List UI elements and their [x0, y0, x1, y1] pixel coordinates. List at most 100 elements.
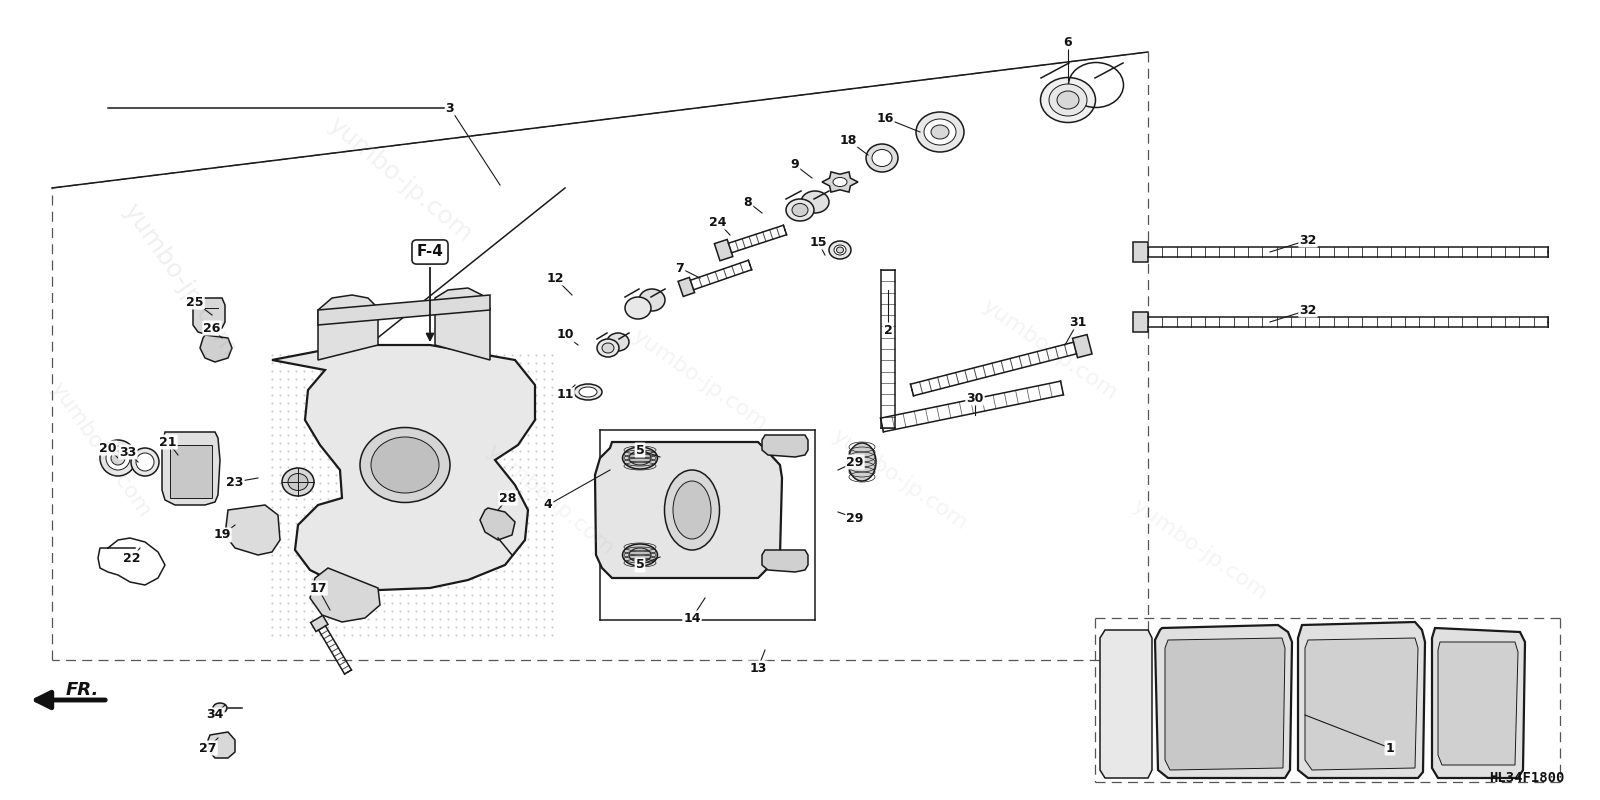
Polygon shape	[318, 295, 490, 325]
Text: 19: 19	[213, 529, 230, 542]
Text: yumbo-jp.com: yumbo-jp.com	[482, 441, 618, 559]
Text: 30: 30	[966, 391, 984, 405]
Text: 5: 5	[635, 443, 645, 457]
Polygon shape	[162, 432, 221, 505]
Text: 8: 8	[744, 195, 752, 209]
Ellipse shape	[664, 470, 720, 550]
Polygon shape	[310, 615, 328, 631]
Text: 27: 27	[200, 742, 216, 754]
Text: yumbo-jp.com: yumbo-jp.com	[629, 326, 771, 434]
Polygon shape	[1133, 312, 1149, 332]
Ellipse shape	[829, 241, 851, 259]
Ellipse shape	[597, 339, 619, 357]
Text: 29: 29	[846, 455, 864, 469]
Text: 28: 28	[499, 491, 517, 505]
Ellipse shape	[915, 112, 963, 152]
Polygon shape	[272, 345, 534, 590]
Ellipse shape	[574, 384, 602, 400]
Text: yumbo-jp.com: yumbo-jp.com	[1128, 496, 1272, 604]
Ellipse shape	[837, 247, 843, 253]
Text: HL34F1800: HL34F1800	[1490, 771, 1565, 785]
Ellipse shape	[802, 191, 829, 213]
Polygon shape	[194, 298, 226, 335]
Ellipse shape	[1050, 84, 1086, 116]
Ellipse shape	[866, 144, 898, 172]
Polygon shape	[1155, 625, 1293, 778]
Ellipse shape	[792, 203, 808, 217]
Text: 18: 18	[840, 134, 856, 146]
Text: 23: 23	[226, 475, 243, 489]
Polygon shape	[1306, 638, 1418, 770]
Text: 6: 6	[1064, 35, 1072, 49]
Polygon shape	[678, 278, 694, 297]
Text: 4: 4	[544, 498, 552, 511]
Text: 12: 12	[546, 271, 563, 285]
Text: 32: 32	[1299, 234, 1317, 246]
Ellipse shape	[834, 245, 846, 255]
Text: 13: 13	[749, 662, 766, 674]
Text: 25: 25	[186, 295, 203, 309]
Text: 5: 5	[635, 558, 645, 571]
Polygon shape	[762, 435, 808, 457]
Text: 17: 17	[309, 582, 326, 594]
Text: 31: 31	[1069, 315, 1086, 329]
Ellipse shape	[848, 443, 877, 481]
Text: 16: 16	[877, 111, 894, 125]
Text: 33: 33	[120, 446, 136, 458]
Polygon shape	[200, 335, 232, 362]
Text: yumbo-jp.com: yumbo-jp.com	[829, 426, 971, 534]
Ellipse shape	[579, 387, 597, 397]
Polygon shape	[595, 442, 782, 578]
Text: yumbo-jp.com: yumbo-jp.com	[46, 378, 154, 522]
Polygon shape	[822, 172, 858, 192]
Text: yumbo-jp.com: yumbo-jp.com	[118, 199, 242, 361]
Text: 22: 22	[123, 551, 141, 565]
Ellipse shape	[872, 150, 893, 166]
Polygon shape	[1432, 628, 1525, 778]
Text: 2: 2	[883, 323, 893, 337]
Text: 14: 14	[683, 611, 701, 625]
Text: 7: 7	[675, 262, 685, 274]
Ellipse shape	[622, 544, 658, 566]
Text: 20: 20	[99, 442, 117, 454]
Text: 24: 24	[709, 215, 726, 229]
Polygon shape	[1072, 334, 1093, 358]
Text: FR.: FR.	[66, 681, 99, 699]
Polygon shape	[714, 239, 733, 261]
Ellipse shape	[638, 289, 666, 311]
Ellipse shape	[602, 343, 614, 353]
Ellipse shape	[1058, 91, 1078, 109]
Polygon shape	[318, 295, 378, 360]
Polygon shape	[1298, 622, 1426, 778]
Text: 11: 11	[557, 389, 574, 402]
Ellipse shape	[834, 178, 846, 186]
Text: 21: 21	[160, 435, 176, 449]
Ellipse shape	[1040, 78, 1096, 122]
Polygon shape	[170, 445, 211, 498]
Ellipse shape	[931, 125, 949, 139]
Polygon shape	[762, 550, 808, 572]
Ellipse shape	[606, 333, 629, 351]
Text: 15: 15	[810, 235, 827, 249]
Polygon shape	[1165, 638, 1285, 770]
Polygon shape	[1438, 642, 1518, 765]
Ellipse shape	[674, 481, 710, 539]
Ellipse shape	[786, 199, 814, 221]
Text: 29: 29	[846, 511, 864, 525]
Ellipse shape	[282, 468, 314, 496]
Circle shape	[131, 448, 158, 476]
Text: yumbo-jp.com: yumbo-jp.com	[323, 113, 477, 247]
Ellipse shape	[360, 427, 450, 502]
Ellipse shape	[213, 703, 227, 713]
Polygon shape	[226, 505, 280, 555]
Circle shape	[106, 446, 130, 470]
Ellipse shape	[288, 474, 307, 490]
Polygon shape	[1133, 242, 1149, 262]
Text: yumbo-jp.com: yumbo-jp.com	[979, 296, 1122, 404]
Polygon shape	[310, 568, 381, 622]
Text: 32: 32	[1299, 303, 1317, 317]
Ellipse shape	[629, 451, 651, 465]
Text: 34: 34	[206, 709, 224, 722]
Text: 10: 10	[557, 329, 574, 342]
Circle shape	[136, 453, 154, 471]
